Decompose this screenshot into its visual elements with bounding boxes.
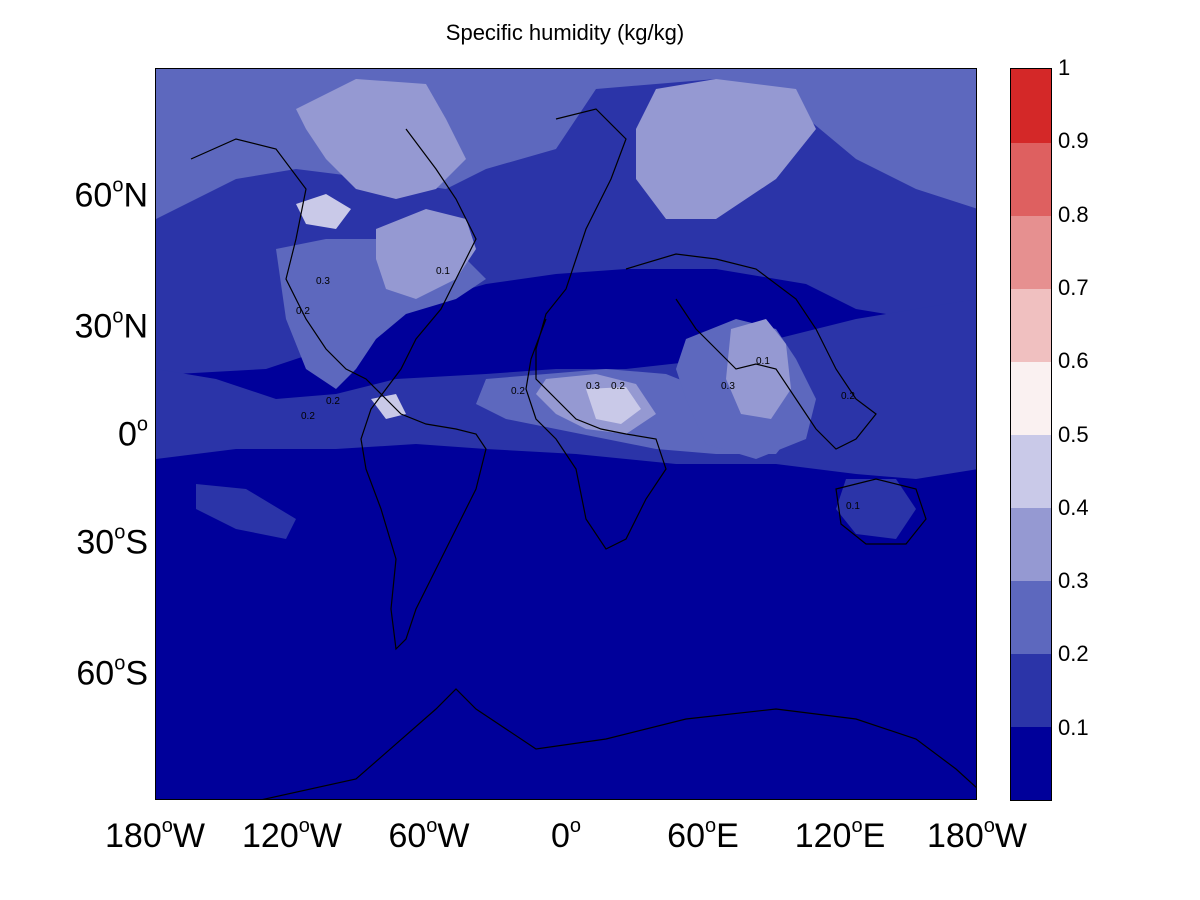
colorbar-segment — [1011, 507, 1051, 582]
antarctica-coast — [262, 688, 976, 799]
contour-label: 0.2 — [326, 396, 340, 407]
contour-label: 0.1 — [846, 501, 860, 512]
africa-europe-coast — [525, 108, 667, 550]
longitude-label: 60oE — [667, 815, 739, 855]
longitude-label: 180oW — [105, 815, 205, 855]
colorbar-tick-label: 0.5 — [1058, 421, 1089, 447]
latitude-label: 60oS — [76, 652, 148, 693]
latitude-label: 0o — [117, 413, 148, 454]
band-03-04-north — [296, 79, 466, 199]
contour-label: 0.1 — [756, 356, 770, 367]
asia-coast — [625, 253, 877, 450]
band-01-02-australia — [836, 479, 916, 539]
longitude-label: 120oW — [242, 815, 342, 855]
colorbar-segment — [1011, 580, 1051, 655]
colorbar — [1010, 68, 1052, 801]
contour-label: 0.2 — [301, 411, 315, 422]
colorbar-segment — [1011, 142, 1051, 216]
colorbar-tick-label: 0.1 — [1058, 714, 1089, 740]
colorbar-segment — [1011, 726, 1051, 801]
colorbar-tick-label: 0.3 — [1058, 568, 1089, 594]
colorbar-tick-label: 0.7 — [1058, 274, 1089, 300]
colorbar-segment — [1011, 69, 1051, 143]
colorbar-segment — [1011, 361, 1051, 435]
latitude-label: 30oS — [76, 521, 148, 562]
australia-coast — [835, 478, 927, 545]
contour-label: 0.3 — [586, 381, 600, 392]
colorbar-tick-label: 0.8 — [1058, 201, 1089, 227]
contour-label: 0.1 — [436, 266, 450, 277]
colorbar-segment — [1011, 653, 1051, 728]
band-01-02-south-pacific — [196, 484, 296, 539]
contour-label: 0.2 — [296, 306, 310, 317]
contour-label: 0.2 — [841, 391, 855, 402]
band-03-04-atlantic — [376, 209, 476, 299]
colorbar-tick-label: 0.6 — [1058, 348, 1089, 374]
longitude-label: 60oW — [388, 815, 470, 855]
north-america-coast — [190, 128, 487, 651]
contour-label: 0.2 — [611, 381, 625, 392]
latitude-label: 30oN — [74, 305, 148, 346]
band-03-04-india — [726, 319, 791, 419]
contour-label: 0.3 — [316, 276, 330, 287]
colorbar-tick-label: 0.2 — [1058, 641, 1089, 667]
latitude-label: 60oN — [74, 174, 148, 215]
contour-label: 0.3 — [721, 381, 735, 392]
longitude-label: 0o — [550, 815, 582, 855]
colorbar-tick-label: 0.9 — [1058, 128, 1089, 154]
colorbar-tick-label: 1 — [1058, 55, 1071, 80]
longitude-label: 120oE — [794, 815, 886, 855]
coastlines — [190, 108, 976, 799]
contour-label: 0.2 — [511, 386, 525, 397]
band-04-05-pockets — [296, 194, 641, 424]
band-03-04-siberia — [636, 79, 816, 219]
map-title: Specific humidity (kg/kg) — [445, 20, 685, 45]
colorbar-segment — [1011, 288, 1051, 362]
colorbar-segment — [1011, 434, 1051, 509]
colorbar-tick-label: 0.4 — [1058, 494, 1089, 520]
colorbar-segment — [1011, 215, 1051, 289]
humidity-map: 0.2 0.3 0.1 0.2 0.3 0.2 0.2 0.3 0.1 0.2 0.1 0.2 — [156, 69, 976, 799]
map-plot-area: 0.2 0.3 0.1 0.2 0.3 0.2 0.2 0.3 0.1 0.2 0.1 0.2 — [155, 68, 977, 800]
longitude-label: 180oW — [927, 815, 1027, 855]
